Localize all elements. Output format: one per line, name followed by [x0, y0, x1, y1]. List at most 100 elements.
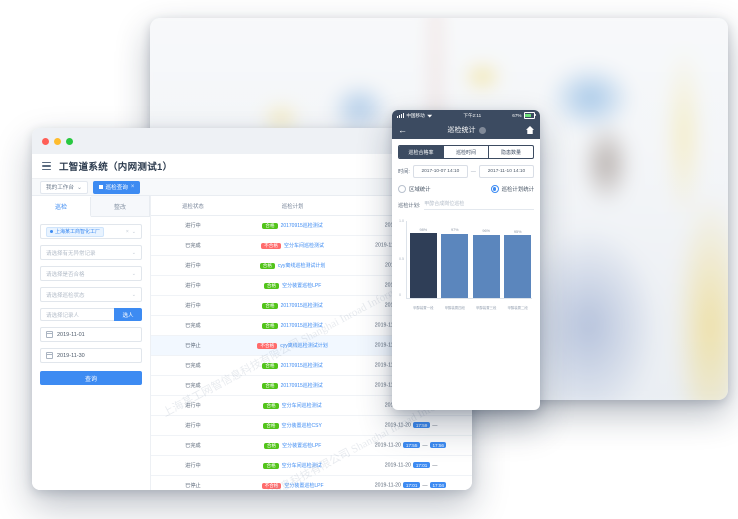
status-badge: 不合格 — [261, 482, 282, 490]
factory-tag[interactable]: 上海某工商智化工厂 — [46, 226, 105, 237]
y-tick-label: 0.5 — [399, 257, 404, 261]
chart-bar — [504, 235, 531, 298]
chart-x-label: 甲醇装置三段 — [476, 306, 497, 310]
plan-link[interactable]: 空分装置巡检LPF — [284, 482, 324, 489]
date-text: 2019-11-20 — [374, 382, 403, 389]
status-badge: 合格 — [263, 282, 280, 290]
mobile-date-range-row: 时间: 2017-10-07 14:10 — 2017-11-10 14:10 — [398, 165, 535, 178]
plan-link[interactable]: 空分车间巡检测试 — [283, 242, 324, 249]
plan-select[interactable]: 甲醇合成岗位巡检 — [424, 200, 534, 210]
table-row[interactable]: 进行中 合格 空分装置巡检CSY 2019-11-20 17:59 — — [151, 415, 472, 436]
tag-dot-icon — [50, 230, 53, 233]
plan-link[interactable]: 空分装置巡检LPF — [282, 442, 322, 449]
sidebar-tab-rectification[interactable]: 整改 — [91, 196, 150, 216]
bar-value-label: 96% — [482, 229, 491, 234]
tab-bar: 我的工作台 ⌄ 巡检查询 × — [32, 179, 472, 196]
inspection-status-placeholder: 请选择巡检状态 — [46, 292, 85, 299]
status-badge: 合格 — [263, 442, 280, 450]
status-badge: 合格 — [263, 422, 279, 430]
cell-status: 进行中 — [151, 215, 235, 236]
tab-pass-rate[interactable]: 巡检合格率 — [399, 146, 444, 158]
chart-bar — [441, 233, 469, 298]
chevron-down-icon[interactable]: ⌄ — [131, 228, 136, 235]
plan-link[interactable]: 空分装置巡检CSY — [281, 422, 322, 429]
table-row[interactable]: 已完成 合格 空分装置巡检LPF 2019-11-20 17:55 — 17:56 — [151, 435, 472, 456]
plan-link[interactable]: 空分车间巡检测试 — [281, 462, 322, 469]
plan-link[interactable]: 空分车间巡检测试 — [281, 402, 322, 409]
date-to-input[interactable]: 2019-11-30 — [40, 348, 142, 363]
status-badge: 合格 — [259, 262, 275, 270]
plan-link[interactable]: 20170915巡检测试 — [280, 222, 323, 229]
cell-plan: 合格 空分车间巡检测试 — [234, 395, 351, 416]
radio-area-stat-label: 区域统计 — [409, 187, 431, 193]
plan-link[interactable]: cyy离线巡检测试计划 — [277, 262, 326, 269]
status-badge: 合格 — [262, 302, 278, 310]
chart-bars: 98% 97% 96% 95% — [410, 221, 531, 298]
mobile-date-from[interactable]: 2017-10-07 14:10 — [412, 165, 468, 178]
back-arrow-icon[interactable]: ← — [398, 124, 407, 135]
time-label: 时间: — [398, 169, 410, 175]
qualified-select[interactable]: 请选择是否合格 ⌄ — [40, 266, 142, 281]
select-person-button[interactable]: 选人 — [114, 308, 142, 321]
table-row[interactable]: 已停止 不合格 空分装置巡检LPF 2019-11-20 17:01 — 17:04 — [151, 475, 472, 490]
radio-plan-stat-label: 巡检计划统计 — [501, 187, 534, 193]
cell-plan: 合格 20170915巡检测试 — [234, 315, 351, 336]
plan-link[interactable]: 20170915巡检测试 — [280, 382, 323, 389]
table-row[interactable]: 进行中 合格 空分车间巡检测试 2019-11-20 17:01 — — [151, 455, 472, 476]
recorder-input[interactable]: 请选择记录人 — [40, 308, 114, 321]
tab-workbench-label: 我的工作台 — [46, 185, 74, 191]
mobile-status-bar: 中国移动 下午2:11 67% — [392, 110, 540, 121]
maximize-window-dot[interactable] — [66, 137, 73, 145]
mobile-date-to[interactable]: 2017-11-10 14:10 — [478, 165, 535, 178]
chevron-down-icon: ⌄ — [131, 270, 136, 277]
abnormal-record-select[interactable]: 请选择有无异常记录 ⌄ — [40, 245, 142, 260]
radio-plan-stat[interactable]: 巡检计划统计 — [490, 185, 534, 193]
plan-link[interactable]: cyy离线巡检测试计划 — [280, 342, 328, 349]
chart-y-axis — [406, 221, 407, 299]
cell-time: 2019-11-20 17:01 — 17:04 — [350, 475, 472, 490]
plan-link[interactable]: 20170915巡检测试 — [280, 302, 323, 309]
qualified-placeholder: 请选择是否合格 — [46, 271, 85, 278]
minimize-window-dot[interactable] — [54, 137, 61, 145]
query-button[interactable]: 查询 — [40, 371, 142, 385]
close-icon[interactable]: × — [130, 184, 135, 190]
date-text: 2019-11-20 — [384, 422, 413, 429]
inspection-status-select[interactable]: 请选择巡检状态 ⌄ — [40, 287, 142, 302]
tab-hazard-count[interactable]: 隐患数量 — [500, 149, 521, 156]
info-icon[interactable] — [478, 126, 486, 134]
chart-bar-column: 98% — [410, 221, 437, 298]
cell-status: 进行中 — [151, 395, 235, 416]
cell-status: 已完成 — [151, 375, 235, 396]
cell-status: 已停止 — [151, 335, 235, 356]
date-text: 2019-11-20 — [384, 462, 413, 469]
battery-icon — [523, 112, 536, 119]
mobile-app-panel: 中国移动 下午2:11 67% ← 巡检统计 巡检合格率 巡检时间 隐患数量 — [392, 110, 540, 410]
mobile-page-title: 巡检统计 — [447, 127, 476, 134]
chart-x-label: 甲醇装置一段 — [413, 306, 434, 310]
radio-area-stat[interactable]: 区域统计 — [398, 185, 491, 193]
plan-link[interactable]: 20170915巡检测试 — [280, 362, 323, 369]
clock-label: 下午2:11 — [463, 112, 482, 118]
cell-status: 进行中 — [151, 255, 235, 276]
chevron-down-icon: ⌄ — [76, 184, 83, 191]
date-text: 2019-11-21 — [375, 242, 403, 249]
home-icon[interactable] — [526, 126, 534, 134]
factory-select[interactable]: 上海某工商智化工厂 × ⌄ — [40, 224, 142, 239]
tab-inspection-time[interactable]: 巡检时间 — [444, 146, 489, 158]
close-window-dot[interactable] — [42, 137, 49, 145]
time-separator: — — [430, 462, 438, 469]
mobile-content: 巡检合格率 巡检时间 隐患数量 时间: 2017-10-07 14:10 — 2… — [392, 139, 540, 311]
chart-x-label: 甲醇装置二段 — [507, 306, 528, 310]
clear-icon[interactable]: × — [125, 228, 129, 235]
cell-plan: 不合格 空分装置巡检LPF — [234, 475, 351, 490]
plan-link[interactable]: 20170915巡检测试 — [280, 322, 323, 329]
sidebar-tab-inspection[interactable]: 巡检 — [32, 197, 91, 217]
mobile-segmented-tabs: 巡检合格率 巡检时间 隐患数量 — [398, 145, 534, 159]
plan-link[interactable]: 空分装置巡检LPF — [282, 282, 322, 289]
tab-inspection-query[interactable]: 巡检查询 × — [93, 180, 141, 194]
menu-icon[interactable] — [42, 161, 51, 171]
date-text: 2019-11-20 — [374, 342, 403, 349]
date-from-input[interactable]: 2019-11-01 — [40, 327, 142, 342]
cell-plan: 不合格 cyy离线巡检测试计划 — [234, 335, 351, 356]
tab-workbench[interactable]: 我的工作台 ⌄ — [40, 180, 89, 194]
